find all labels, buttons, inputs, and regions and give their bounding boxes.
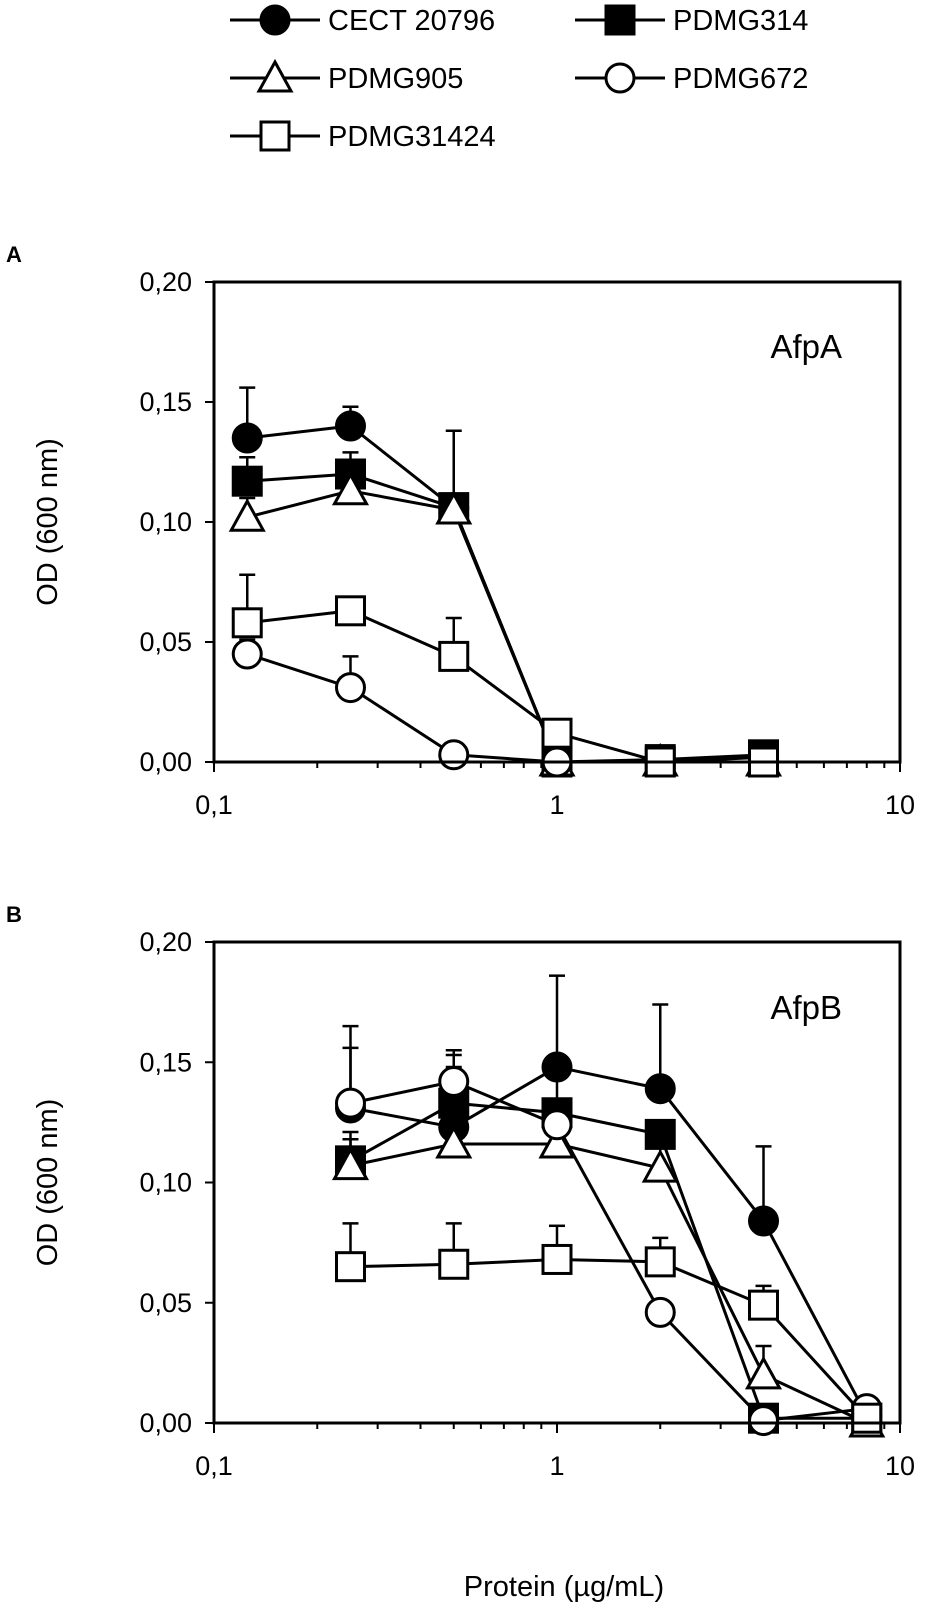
x-tick-label: 1	[549, 1451, 564, 1481]
legend-marker-open-triangle	[256, 58, 294, 93]
data-point-pdmg31424	[334, 595, 366, 627]
data-point-pdmg905	[435, 1124, 473, 1159]
legend-marker-open-circle	[604, 62, 636, 94]
panel-letter: B	[6, 902, 22, 927]
data-point-pdmg672	[334, 672, 366, 704]
panel-a: A 0,00 0,05 0,10 0,15 0,20 0,1 1 10 OD (600 nm) Af…	[6, 242, 915, 820]
panel-title: AfpA	[770, 328, 842, 365]
data-point-pdmg31424	[541, 1243, 573, 1275]
data-point-pdmg905	[435, 490, 473, 525]
x-axis-title: Protein (µg/mL)	[464, 1571, 664, 1603]
y-tick-label: 0,10	[139, 507, 192, 537]
series-line-pdmg905	[350, 1142, 868, 1425]
y-tick-label: 0,05	[139, 1288, 192, 1318]
data-point-pdmg672	[231, 638, 263, 670]
data-point-pdmg31424	[231, 607, 263, 639]
plot-frame	[212, 280, 902, 764]
data-point-cect-20796	[334, 410, 366, 442]
legend: CECT 20796 PDMG314 PDMG905 PDMG672 PDMG31424	[230, 4, 808, 153]
plot-frame	[212, 940, 902, 1425]
legend-marker-filled-circle	[259, 4, 291, 36]
x-tick-label: 10	[885, 790, 915, 820]
data-point-pdmg672	[748, 1405, 780, 1437]
y-tick-label: 0,15	[139, 387, 192, 417]
legend-label: PDMG314	[673, 5, 808, 37]
panel-letter: A	[6, 242, 22, 267]
legend-entry-pdmg672: PDMG672	[575, 62, 808, 95]
data-point-pdmg672	[541, 1109, 573, 1141]
series-line-pdmg905	[246, 489, 764, 764]
legend-label: PDMG672	[673, 63, 808, 95]
panel-b: B 0,00 0,05 0,10 0,15 0,20 0,1 1 10 OD (600 nm) Af…	[6, 902, 915, 1481]
data-point-pdmg905	[331, 1146, 370, 1181]
x-tick-label: 10	[885, 1451, 915, 1481]
data-point-pdmg31424	[748, 1289, 780, 1321]
data-point-pdmg905	[228, 498, 266, 532]
legend-entry-pdmg314: PDMG314	[575, 4, 808, 37]
legend-entry-cect-20796: CECT 20796	[230, 4, 495, 37]
data-point-pdmg672	[438, 739, 470, 771]
data-point-pdmg905	[641, 1148, 679, 1183]
series-line-pdmg672	[350, 1079, 867, 1423]
data-point-pdmg314	[231, 465, 263, 497]
data-point-pdmg314	[644, 1118, 676, 1150]
data-point-cect-20796	[748, 1205, 780, 1237]
y-tick-label: 0,15	[139, 1047, 192, 1077]
legend-label: PDMG905	[328, 63, 463, 95]
data-point-pdmg31424	[541, 717, 573, 749]
data-point-pdmg672	[644, 1296, 676, 1328]
data-point-pdmg31424	[334, 1251, 366, 1283]
legend-marker-open-square	[259, 120, 291, 152]
data-point-pdmg31424	[438, 1248, 470, 1280]
y-axis-title: OD (600 nm)	[32, 438, 64, 606]
panel-title: AfpB	[770, 989, 842, 1026]
data-point-pdmg31424	[644, 1246, 676, 1278]
data-point-pdmg672	[438, 1065, 470, 1097]
y-tick-label: 0,20	[139, 927, 192, 957]
y-tick-label: 0,00	[139, 747, 192, 777]
y-tick-label: 0,00	[139, 1408, 192, 1438]
series-line-pdmg314	[247, 472, 764, 764]
y-axis-title: OD (600 nm)	[32, 1099, 64, 1267]
legend-entry-pdmg905: PDMG905	[230, 58, 463, 95]
x-tick-label: 1	[549, 790, 564, 820]
data-point-cect-20796	[231, 422, 263, 454]
legend-marker-filled-square	[604, 4, 636, 36]
data-point-pdmg905	[744, 1355, 783, 1390]
data-point-pdmg31424	[438, 640, 470, 672]
legend-label: PDMG31424	[328, 121, 496, 153]
x-tick-label: 0,1	[195, 1451, 233, 1481]
y-tick-label: 0,10	[139, 1168, 192, 1198]
series-line-cect-20796	[350, 1065, 869, 1417]
data-point-cect-20796	[541, 1051, 573, 1083]
y-tick-label: 0,20	[139, 267, 192, 297]
y-tick-label: 0,05	[139, 627, 192, 657]
data-point-pdmg905	[331, 471, 370, 506]
data-point-pdmg672	[334, 1087, 366, 1119]
series-line-pdmg31424	[350, 1257, 868, 1420]
data-point-pdmg905	[538, 1124, 576, 1159]
legend-label: CECT 20796	[328, 5, 495, 37]
data-point-cect-20796	[644, 1073, 676, 1105]
legend-entry-pdmg31424: PDMG31424	[230, 120, 496, 153]
data-point-pdmg31424	[851, 1402, 883, 1434]
x-tick-label: 0,1	[195, 790, 233, 820]
series-line-pdmg672	[246, 652, 764, 764]
